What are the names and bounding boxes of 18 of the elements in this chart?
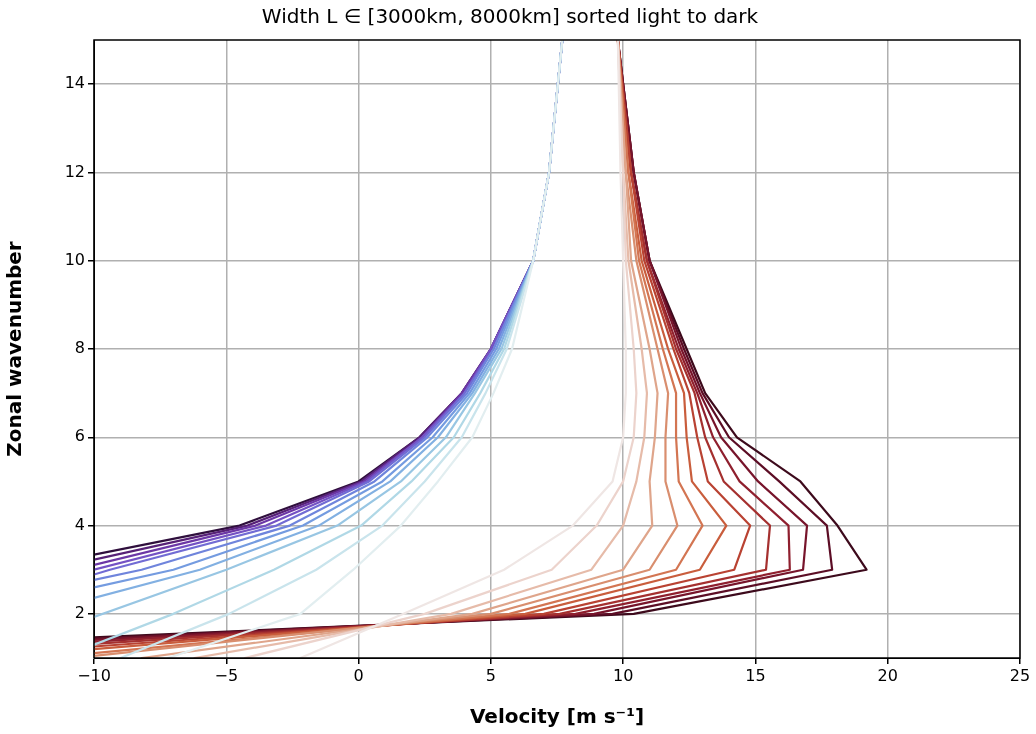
x-tick-label: 25 [1009, 665, 1031, 685]
x-tick-label: 5 [485, 665, 496, 685]
x-tick-label: −5 [214, 665, 239, 685]
y-tick-label: 4 [74, 514, 85, 534]
x-tick-label: 15 [745, 665, 766, 685]
y-tick-label: 12 [64, 161, 85, 181]
x-tick-label: 20 [877, 665, 898, 685]
y-tick-label: 10 [64, 249, 85, 269]
x-tick-label: 0 [353, 665, 364, 685]
chart-title: Width L ∈ [3000km, 8000km] sorted light to dark [261, 4, 759, 29]
y-tick-label: 2 [74, 603, 85, 623]
x-axis-title: Velocity [m s⁻¹] [469, 704, 645, 729]
y-tick-label: 14 [64, 73, 85, 93]
x-tick-label: 10 [612, 665, 634, 685]
y-axis-title: Zonal wavenumber [2, 241, 27, 457]
y-tick-label: 8 [74, 338, 85, 358]
y-tick-label: 6 [74, 426, 85, 446]
x-tick-label: −10 [77, 665, 111, 685]
